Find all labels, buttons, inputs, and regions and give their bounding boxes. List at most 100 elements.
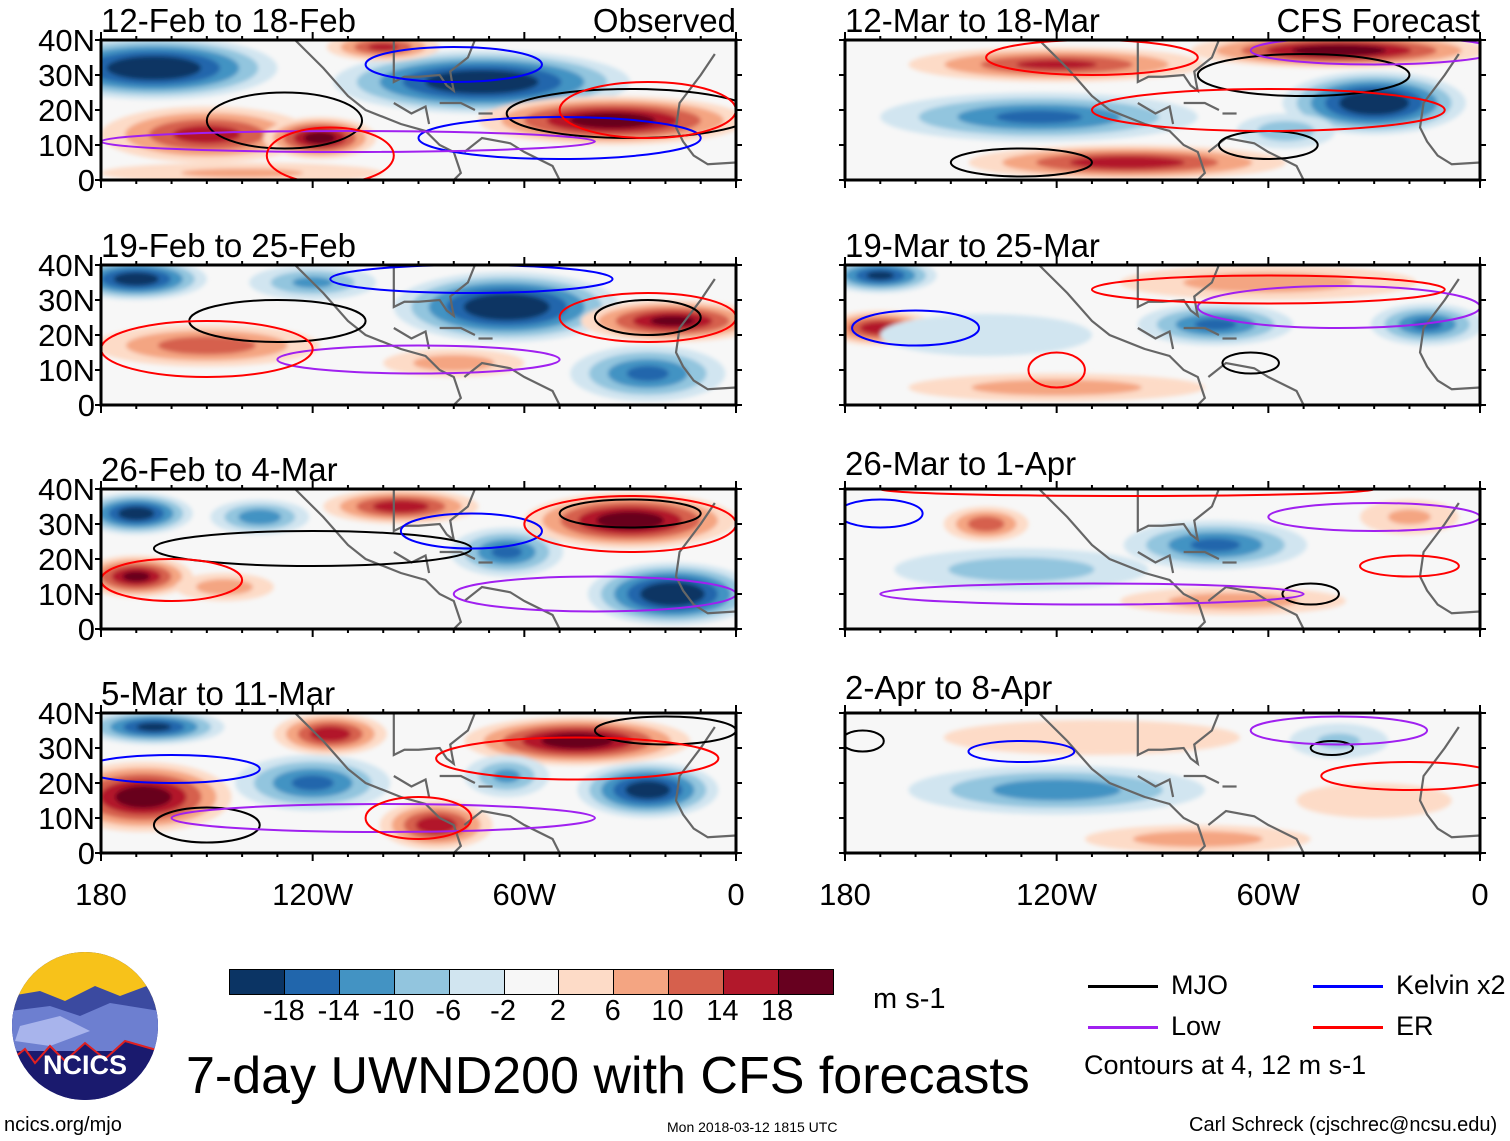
er-filtered-contour: [985, 40, 1199, 76]
wind-anomaly-contour: [1296, 783, 1452, 818]
wind-anomaly-contour: [1016, 59, 1097, 70]
colorbar-tick-label: -18: [262, 995, 305, 1027]
mjo-filtered-contour: [593, 715, 736, 746]
colorbar-swatch: [339, 970, 395, 994]
colorbar-swatch: [779, 970, 833, 994]
coastline: [1038, 489, 1207, 629]
wind-anomaly-contour: [948, 557, 1095, 582]
coastline: [294, 40, 463, 180]
y-tick-label: 30N: [38, 507, 95, 542]
x-tick-label: 0: [1471, 877, 1489, 912]
coastline: [1418, 726, 1480, 839]
coastline: [1136, 489, 1220, 543]
coastline: [392, 265, 476, 319]
coastline: [1137, 102, 1175, 125]
logo-text: NCICS: [43, 1050, 127, 1080]
coastline: [439, 101, 476, 111]
kelvin-filtered-contour: [101, 754, 261, 784]
mjo-filtered-contour: [1309, 740, 1355, 756]
wind-anomaly-contour: [367, 43, 399, 51]
er-filtered-contour: [435, 736, 720, 781]
coastline: [1136, 713, 1220, 767]
x-tick-label: 180: [75, 877, 127, 912]
coastline: [1038, 713, 1207, 853]
map-panel: [839, 705, 1486, 861]
coastline: [674, 278, 736, 391]
coastline: [393, 327, 431, 350]
mjo-filtered-contour: [1221, 351, 1280, 375]
colorbar: [229, 969, 834, 995]
legend-line-er: [1313, 1026, 1383, 1029]
map-panel: [95, 257, 742, 413]
wind-anomaly-contour: [491, 545, 523, 559]
colorbar-swatch: [394, 970, 450, 994]
coastline: [1038, 265, 1207, 405]
colorbar-tick-label: -2: [490, 995, 516, 1027]
er-filtered-contour: [1027, 351, 1086, 389]
coastline: [392, 713, 476, 767]
legend-label: Kelvin x2: [1396, 970, 1506, 1000]
low-filtered-contour: [170, 803, 596, 833]
contour-note: Contours at 4, 12 m s-1: [1084, 1050, 1367, 1080]
panel-title: 12-Feb to 18-Feb: [101, 2, 356, 39]
panel-title: 19-Feb to 25-Feb: [101, 227, 356, 264]
mjo-filtered-contour: [152, 806, 261, 844]
low-filtered-contour: [276, 344, 561, 375]
colorbar-swatch: [284, 970, 340, 994]
wind-anomaly-contour: [1132, 830, 1263, 848]
wind-anomaly-contour: [180, 168, 304, 178]
colorbar-tick-label: 2: [549, 995, 566, 1027]
y-tick-label: 10N: [38, 128, 95, 163]
er-filtered-contour: [1320, 761, 1480, 791]
map-panel: [839, 257, 1486, 413]
coastline: [439, 774, 476, 784]
coastline: [1136, 265, 1220, 319]
mjo-filtered-contour: [593, 299, 702, 336]
units-label: m s-1: [873, 983, 946, 1015]
coastline: [463, 136, 561, 180]
panel-title: 2-Apr to 8-Apr: [845, 669, 1053, 706]
colorbar-swatch: [230, 970, 285, 994]
kelvin-filtered-contour: [851, 309, 981, 347]
colorbar-tick-label: 6: [604, 995, 621, 1027]
y-tick-label: 20N: [38, 93, 95, 128]
colorbar-swatch: [504, 970, 560, 994]
coastline: [1136, 40, 1220, 94]
legend-label: ER: [1396, 1011, 1434, 1041]
wind-anomaly-contour: [880, 314, 1092, 356]
panel-title: 5-Mar to 11-Mar: [101, 675, 336, 712]
y-tick-label: 30N: [38, 731, 95, 766]
colorbar-tick-label: -6: [435, 995, 462, 1027]
low-filtered-contour: [1196, 285, 1480, 329]
map-panel: [839, 32, 1486, 188]
coastline: [1137, 551, 1175, 574]
figure-title: 7-day UWND200 with CFS forecasts: [186, 1047, 1030, 1105]
wind-anomaly-contour: [122, 571, 151, 582]
wind-anomaly-contour: [291, 775, 334, 791]
er-filtered-contour: [101, 320, 314, 378]
panel-title: 26-Mar to 1-Apr: [845, 445, 1077, 482]
legend-line-mjo: [1088, 985, 1158, 988]
coastline: [294, 489, 463, 629]
observed-label: Observed: [592, 2, 736, 39]
coastline: [674, 502, 736, 615]
mjo-filtered-contour: [558, 498, 702, 529]
mjo-filtered-contour: [1281, 582, 1340, 606]
coastline: [463, 585, 561, 629]
coastline: [1207, 585, 1305, 629]
coastline: [1137, 327, 1175, 350]
kelvin-filtered-contour: [417, 116, 702, 160]
wind-anomaly-contour: [626, 365, 669, 382]
colorbar-tick-label: 10: [651, 995, 684, 1027]
wind-anomaly-contour: [995, 110, 1083, 124]
legend-line-low: [1088, 1026, 1158, 1029]
y-tick-label: 30N: [38, 58, 95, 93]
y-tick-label: 0: [77, 836, 95, 871]
er-filtered-contour: [1090, 88, 1446, 132]
x-tick-label: 60W: [492, 877, 557, 912]
coastline: [392, 489, 476, 543]
er-filtered-contour: [364, 796, 473, 840]
wind-anomaly-contour: [596, 511, 665, 530]
coastline: [674, 53, 736, 166]
